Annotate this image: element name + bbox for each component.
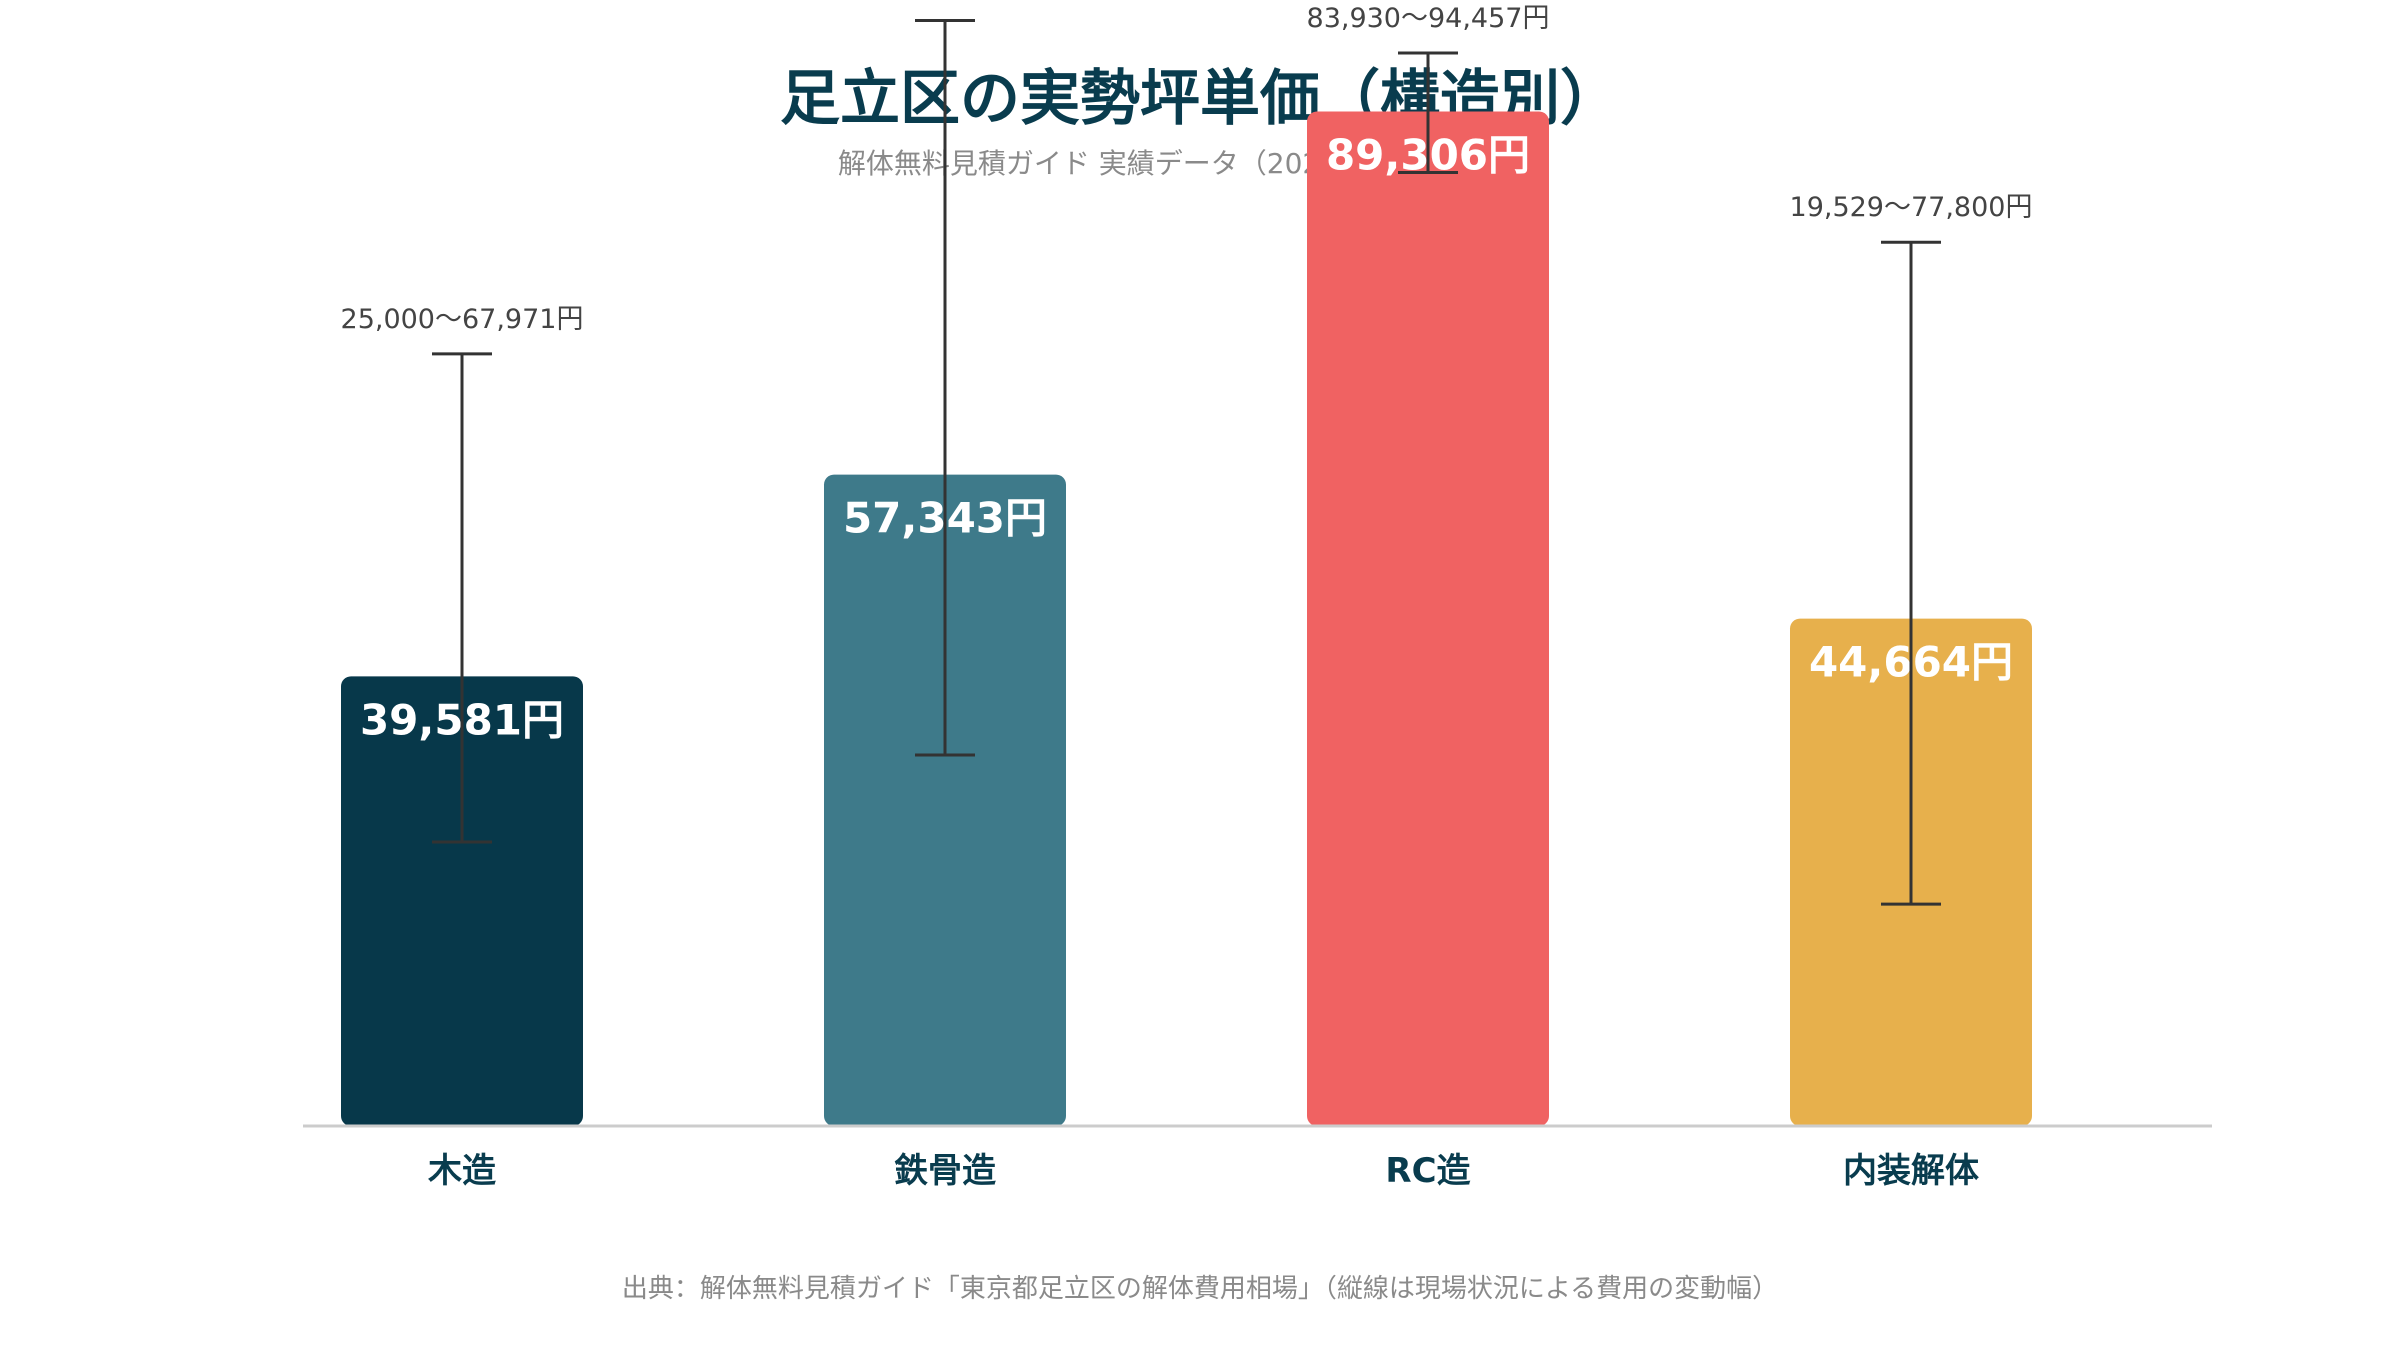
range-label-2: 83,930〜94,457円: [1307, 3, 1550, 34]
bar-0: [341, 676, 583, 1126]
bar-2: [1307, 111, 1549, 1127]
range-label-0: 25,000〜67,971円: [341, 304, 584, 335]
category-label-3: 内装解体: [1843, 1151, 1979, 1191]
category-label-0: 木造: [427, 1151, 496, 1191]
range-label-1: 32,656〜97,314円: [824, 0, 1067, 2]
range-label-3: 19,529〜77,800円: [1790, 192, 2033, 223]
category-label-1: 鉄骨造: [894, 1151, 996, 1191]
source-note: 出典：解体無料見積ガイド「東京都足立区の解体費用相場」（縦線は現場状況による費用…: [621, 1274, 1779, 1304]
category-label-2: RC造: [1385, 1151, 1470, 1191]
bar-1: [824, 474, 1066, 1127]
